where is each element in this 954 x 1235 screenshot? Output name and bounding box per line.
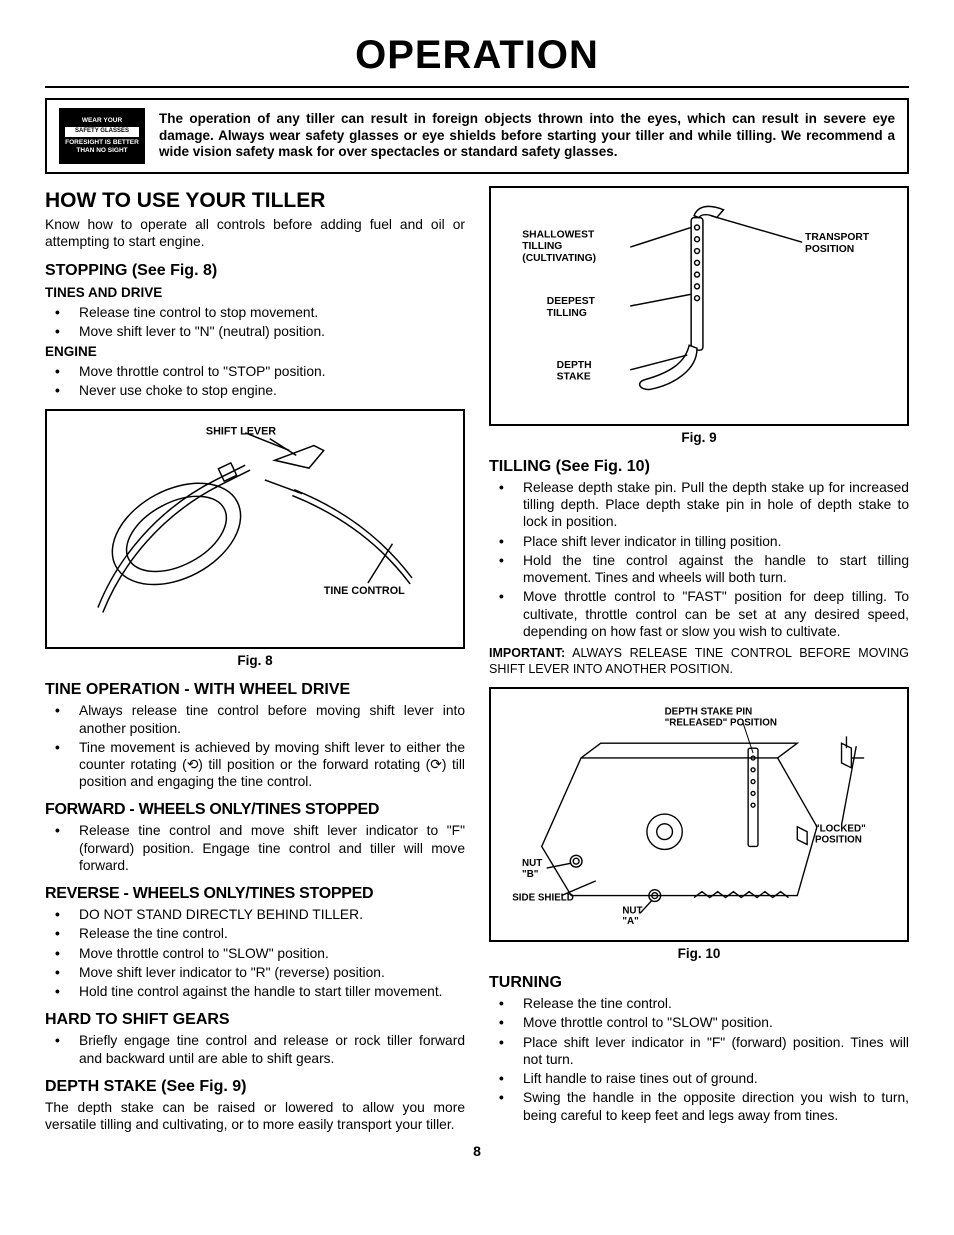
fig8-tine-label: TINE CONTROL [324,585,405,597]
safety-glasses-badge: WEAR YOUR SAFETY GLASSES FORESIGHT IS BE… [59,108,145,164]
figure-8-box: SHIFT LEVER TINE CONTROL [45,409,465,649]
figure-9-box: SHALLOWEST TILLING (CULTIVATING) TRANSPO… [489,186,909,426]
heading-depth-stake: DEPTH STAKE (See Fig. 9) [45,1077,465,1097]
heading-engine: ENGINE [45,344,465,361]
list-item: DO NOT STAND DIRECTLY BEHIND TILLER. [45,906,465,923]
list-item: Release tine control and move shift leve… [45,822,465,874]
heading-how-to-use: HOW TO USE YOUR TILLER [45,188,465,214]
safety-warning-box: WEAR YOUR SAFETY GLASSES FORESIGHT IS BE… [45,98,909,174]
heading-tines-drive: TINES AND DRIVE [45,285,465,302]
heading-stopping: STOPPING (See Fig. 8) [45,261,465,281]
list-item: Hold the tine control against the handle… [489,552,909,586]
depth-paragraph: The depth stake can be raised or lowered… [45,1099,465,1133]
heading-reverse: REVERSE - WHEELS ONLY/TINES STOPPED [45,884,465,904]
list-item: Always release tine control before movin… [45,702,465,736]
figure-10-box: DEPTH STAKE PIN "RELEASED" POSITION "LOC… [489,687,909,942]
forward-list: Release tine control and move shift leve… [45,822,465,874]
fig8-caption: Fig. 8 [45,653,465,670]
list-item: Release the tine control. [45,925,465,942]
figure-10-svg: DEPTH STAKE PIN "RELEASED" POSITION "LOC… [501,699,897,930]
list-item: Lift handle to raise tines out of ground… [489,1070,909,1087]
list-item: Release tine control to stop movement. [45,304,465,321]
badge-line3: THAN NO SIGHT [63,147,141,155]
right-column: SHALLOWEST TILLING (CULTIVATING) TRANSPO… [489,186,909,1135]
safety-warning-text: The operation of any tiller can result i… [159,111,895,162]
list-item: Swing the handle in the opposite directi… [489,1089,909,1123]
list-item: Move shift lever indicator to "R" (rever… [45,964,465,981]
heading-hard-shift: HARD TO SHIFT GEARS [45,1010,465,1030]
list-item: Place shift lever indicator in "F" (forw… [489,1034,909,1068]
top-rule [45,86,909,88]
svg-text:SIDE SHIELD: SIDE SHIELD [512,893,574,904]
howto-paragraph: Know how to operate all controls before … [45,216,465,250]
badge-line1: WEAR YOUR [63,117,141,125]
two-column-layout: HOW TO USE YOUR TILLER Know how to opera… [45,186,909,1135]
list-item: Release depth stake pin. Pull the depth … [489,479,909,531]
tine-op-list: Always release tine control before movin… [45,702,465,790]
important-note: IMPORTANT: ALWAYS RELEASE TINE CONTROL B… [489,646,909,677]
svg-text:TRANSPORT POSITION: TRANSPORT POSITION [805,232,872,255]
list-item: Tine movement is achieved by moving shif… [45,739,465,791]
list-item: Move throttle control to "SLOW" position… [45,945,465,962]
svg-text:DEPTH STAKE: DEPTH STAKE [557,360,595,383]
svg-text:DEPTH STAKE PIN "REL: DEPTH STAKE PIN "RELEASED" POSITION [665,707,777,729]
list-item: Briefly engage tine control and release … [45,1032,465,1066]
list-item: Move shift lever to "N" (neutral) positi… [45,323,465,340]
badge-strip: SAFETY GLASSES [65,127,139,137]
list-item: Never use choke to stop engine. [45,382,465,399]
heading-turning: TURNING [489,973,909,993]
page-number: 8 [45,1143,909,1161]
list-item: Move throttle control to "FAST" position… [489,588,909,640]
list-item: Release the tine control. [489,995,909,1012]
svg-text:"LOCKED" POSITION: "LOCKED" POSITION [815,824,868,846]
figure-8-svg: SHIFT LEVER TINE CONTROL [57,421,453,637]
reverse-list: DO NOT STAND DIRECTLY BEHIND TILLER. Rel… [45,906,465,1000]
page-title: OPERATION [45,30,909,80]
fig8-shift-label: SHIFT LEVER [206,426,276,438]
important-label: IMPORTANT: [489,646,565,660]
stopping-list: Release tine control to stop movement. M… [45,304,465,340]
left-column: HOW TO USE YOUR TILLER Know how to opera… [45,186,465,1135]
engine-list: Move throttle control to "STOP" position… [45,363,465,399]
hard-list: Briefly engage tine control and release … [45,1032,465,1066]
list-item: Place shift lever indicator in tilling p… [489,533,909,550]
fig9-caption: Fig. 9 [489,430,909,447]
list-item: Move throttle control to "STOP" position… [45,363,465,380]
svg-text:NUT "A": NUT "A" [622,906,645,928]
svg-text:SHALLOWEST TILLING: SHALLOWEST TILLING (CULTIVATING) [522,229,597,264]
turning-list: Release the tine control. Move throttle … [489,995,909,1124]
heading-tilling: TILLING (See Fig. 10) [489,457,909,477]
list-item: Hold tine control against the handle to … [45,983,465,1000]
list-item: Move throttle control to "SLOW" position… [489,1014,909,1031]
svg-text:DEEPEST TILLING: DEEPEST TILLING [547,296,598,319]
heading-tine-operation: TINE OPERATION - WITH WHEEL DRIVE [45,680,465,700]
badge-line2: FORESIGHT IS BETTER [63,139,141,147]
heading-forward: FORWARD - WHEELS ONLY/TINES STOPPED [45,800,465,820]
fig10-caption: Fig. 10 [489,946,909,963]
svg-text:NUT "B": NUT "B" [522,858,545,880]
tilling-list: Release depth stake pin. Pull the depth … [489,479,909,640]
figure-9-svg: SHALLOWEST TILLING (CULTIVATING) TRANSPO… [501,198,897,414]
